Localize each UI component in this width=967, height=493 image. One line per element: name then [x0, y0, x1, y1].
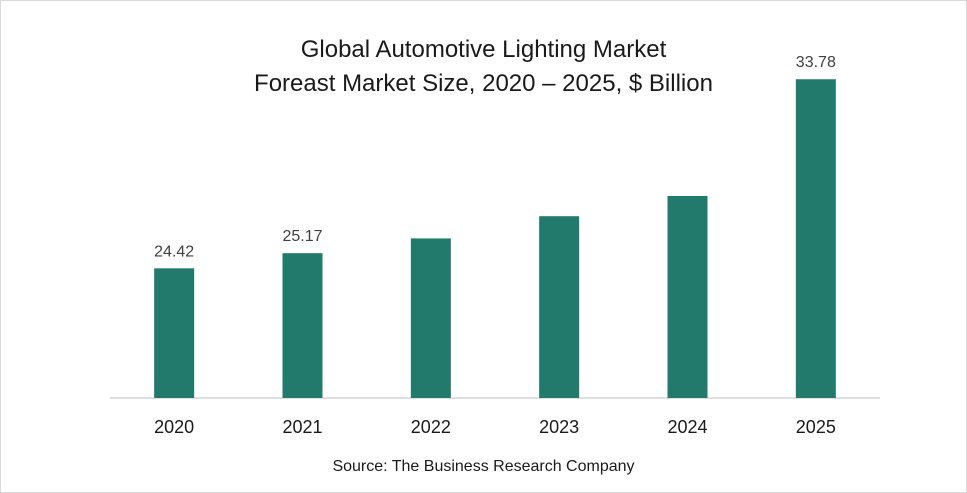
chart-subtitle: Foreast Market Size, 2020 – 2025, $ Bill…	[254, 70, 713, 97]
x-tick-label-2025: 2025	[796, 417, 836, 437]
bar-2024	[667, 196, 708, 398]
chart-title: Global Automotive Lighting Market	[300, 36, 667, 63]
data-label-2020: 24.42	[154, 243, 194, 260]
bar-2023	[539, 216, 580, 398]
bar-2022	[410, 238, 451, 398]
x-tick-label-2021: 2021	[282, 417, 322, 437]
x-tick-label-2022: 2022	[411, 417, 451, 437]
data-label-2021: 25.17	[282, 228, 322, 245]
bar-2020	[154, 268, 195, 398]
x-tick-label-2023: 2023	[539, 417, 579, 437]
chart-source: Source: The Business Research Company	[332, 458, 635, 475]
x-tick-label-2024: 2024	[667, 417, 707, 437]
x-tick-label-2020: 2020	[154, 417, 194, 437]
bar-2025	[795, 79, 836, 398]
data-label-2025: 33.78	[796, 54, 836, 71]
chart-title-block: Global Automotive Lighting Market Foreas…	[0, 33, 967, 101]
bar-2021	[282, 253, 323, 398]
